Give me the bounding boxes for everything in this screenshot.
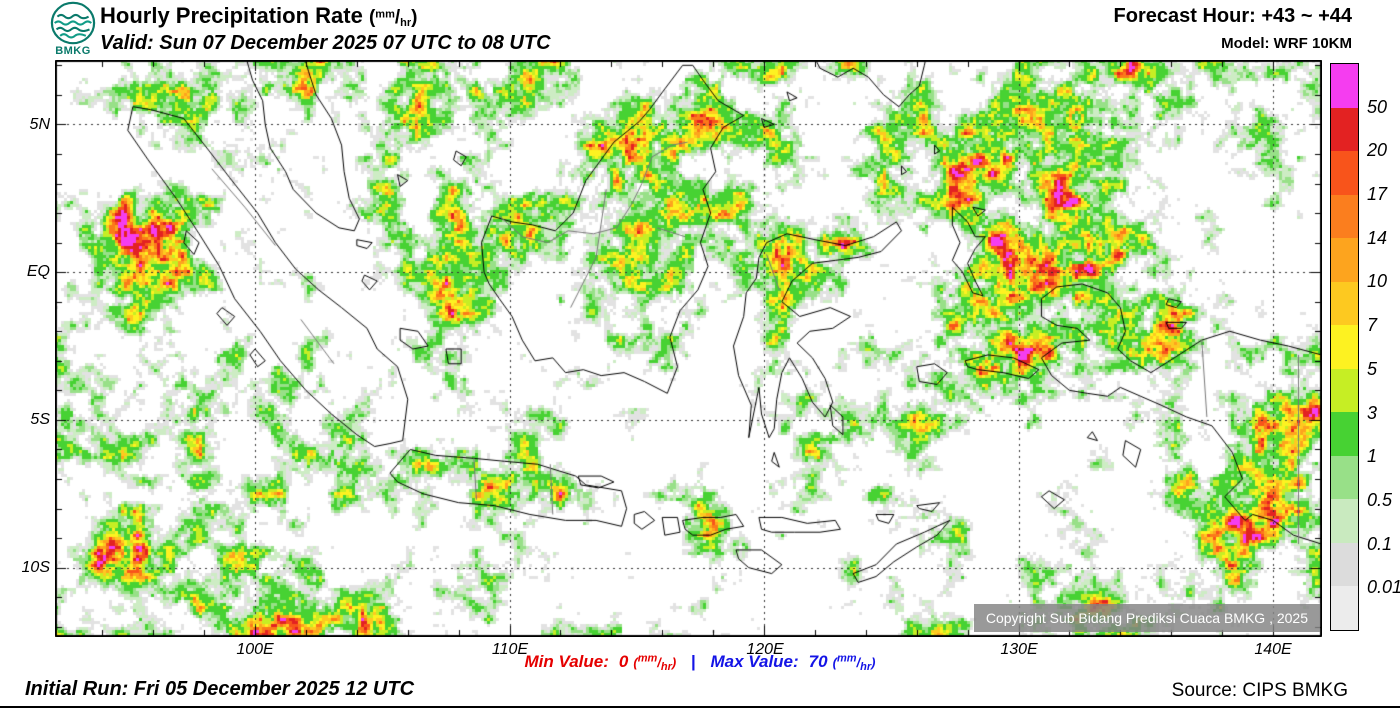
- colorbar-segment: [1331, 542, 1358, 587]
- colorbar-segment: [1331, 151, 1358, 195]
- bmkg-logo: BMKG: [45, 1, 101, 57]
- colorbar-label: 0.5: [1367, 489, 1393, 510]
- colorbar-label: 0.01: [1367, 577, 1400, 598]
- model-label: Model: WRF 10KM: [1221, 35, 1352, 52]
- lon-label-110e: 110E: [491, 641, 529, 658]
- colorbar-label: 17: [1367, 184, 1388, 205]
- source-label: Source: CIPS BMKG: [1171, 680, 1348, 701]
- minmax-separator: |: [690, 652, 696, 671]
- max-value-label: Max Value:: [710, 652, 799, 671]
- colorbar-segment: [1331, 412, 1358, 456]
- unit-open-paren: (: [633, 655, 638, 670]
- lon-label-120e: 120E: [746, 641, 784, 658]
- lat-label-10s: 10S: [21, 559, 50, 576]
- bmkg-logo-text: BMKG: [55, 45, 91, 57]
- colorbar-segment: [1331, 238, 1358, 282]
- forecast-hour-label: Forecast Hour: +43 ~ +44: [1113, 5, 1352, 27]
- colorbar-segment: [1331, 194, 1358, 239]
- min-value-unit: (mm/hr): [633, 652, 677, 673]
- min-value-label: Min Value:: [524, 652, 609, 671]
- unit-open-paren: (: [832, 655, 837, 670]
- colorbar-segment: [1331, 64, 1358, 108]
- colorbar-segment: [1331, 499, 1358, 543]
- max-value-unit: (mm/hr): [832, 652, 876, 673]
- colorbar-label: 3: [1367, 402, 1378, 423]
- colorbar-label: 20: [1367, 140, 1388, 161]
- colorbar-segment: [1331, 455, 1358, 500]
- copyright-notice: Copyright Sub Bidang Prediksi Cuaca BMKG…: [973, 604, 1320, 632]
- colorbar-label: 14: [1367, 227, 1388, 248]
- unit-numerator: mm: [375, 8, 395, 21]
- colorbar-label: 10: [1367, 271, 1388, 292]
- min-value: Min Value: 0 (mm/hr): [524, 652, 677, 673]
- unit-close-paren: ): [411, 7, 418, 28]
- colorbar-labels: 50 20 17 14 10 7 5 3 1 0.5 0.1 0.01: [1367, 63, 1400, 631]
- title-unit: (mm/hr): [368, 7, 418, 29]
- page-title-text: Hourly Precipitation Rate: [100, 3, 363, 28]
- colorbar-label: 5: [1367, 358, 1378, 379]
- unit-denominator: hr: [660, 660, 672, 673]
- colorbar-label: 50: [1367, 96, 1388, 117]
- lon-label-100e: 100E: [236, 641, 274, 658]
- lat-label-5s: 5S: [30, 411, 50, 428]
- unit-close-paren: ): [671, 655, 677, 670]
- minmax-line: Min Value: 0 (mm/hr) | Max Value: 70 (mm/hr): [0, 652, 1400, 673]
- colorbar-segment: [1331, 107, 1358, 152]
- page-title: Hourly Precipitation Rate (mm/hr): [100, 3, 417, 29]
- colorbar-segment: [1331, 281, 1358, 326]
- colorbar-segment: [1331, 368, 1358, 413]
- colorbar-segment: [1331, 325, 1358, 369]
- colorbar-label: 1: [1367, 446, 1378, 467]
- lon-label-140e: 140E: [1254, 641, 1292, 658]
- bmkg-logo-icon: [50, 1, 96, 45]
- precipitation-map: [55, 60, 1322, 637]
- unit-numerator: mm: [836, 652, 857, 665]
- max-value: Max Value: 70 (mm/hr): [710, 652, 876, 673]
- unit-close-paren: ): [871, 655, 876, 670]
- unit-slash: /: [394, 7, 401, 28]
- colorbar: [1330, 63, 1359, 631]
- bottom-rule: [0, 706, 1400, 708]
- unit-denominator: hr: [400, 16, 412, 29]
- lon-label-130e: 130E: [1000, 641, 1038, 658]
- max-value-number: 70: [808, 652, 828, 671]
- unit-denominator: hr: [860, 660, 872, 673]
- valid-time-label: Valid: Sun 07 December 2025 07 UTC to 08…: [100, 32, 551, 54]
- unit-numerator: mm: [637, 652, 658, 665]
- colorbar-label: 7: [1367, 315, 1378, 336]
- lat-label-5n: 5N: [29, 116, 50, 133]
- unit-slash: /: [856, 655, 861, 670]
- unit-slash: /: [657, 655, 661, 670]
- colorbar-label: 0.1: [1367, 533, 1393, 554]
- lat-label-eq: EQ: [26, 263, 50, 280]
- unit-open-paren: (: [368, 7, 376, 28]
- initial-run-label: Initial Run: Fri 05 December 2025 12 UTC: [25, 678, 415, 700]
- min-value-number: 0: [618, 652, 629, 671]
- colorbar-segment: [1331, 586, 1358, 630]
